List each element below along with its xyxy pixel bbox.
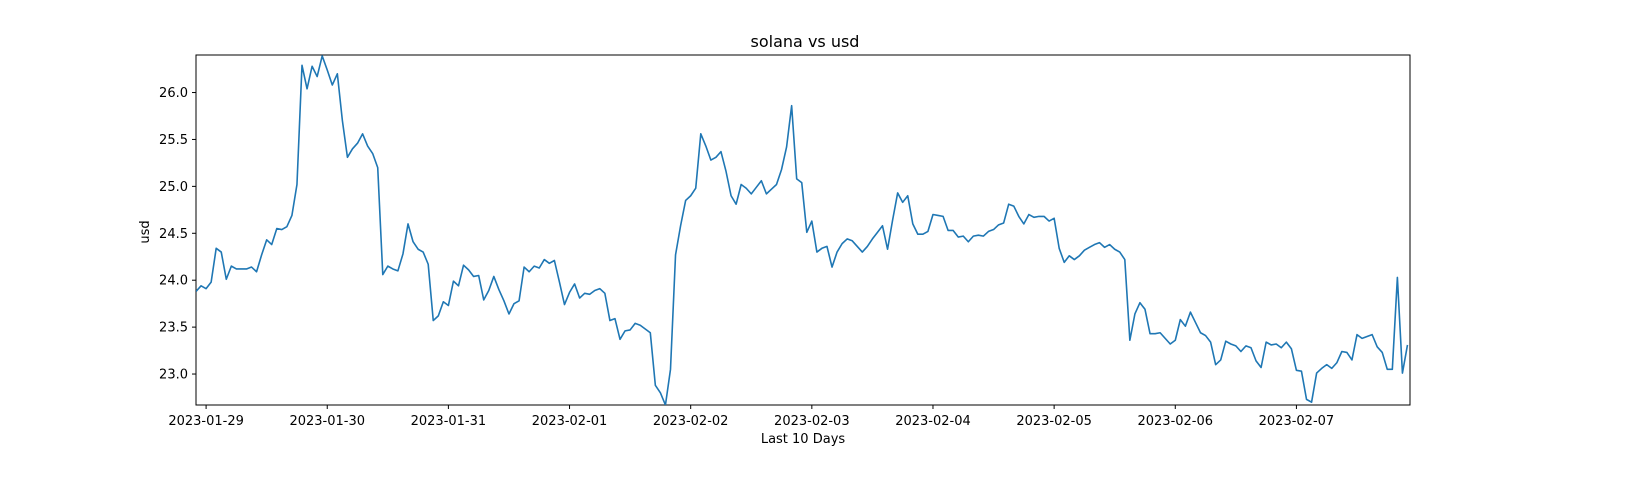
x-tick-label: 2023-02-06 (1137, 414, 1213, 429)
price-series-line (196, 55, 1409, 405)
x-tick-label: 2023-02-03 (774, 414, 850, 429)
y-tick-label: 24.0 (159, 274, 188, 289)
plot-frame (195, 54, 1411, 406)
y-tick-label: 25.5 (159, 133, 188, 148)
y-tick-label: 24.5 (159, 227, 188, 242)
x-tick-label: 2023-01-31 (411, 414, 487, 429)
x-tick-label: 2023-02-07 (1259, 414, 1335, 429)
x-tick-label: 2023-02-01 (532, 414, 608, 429)
y-tick-label: 23.0 (159, 368, 188, 383)
x-tick-label: 2023-02-02 (653, 414, 729, 429)
y-axis: 23.0 23.5 24.0 24.5 25.0 25.5 26.0 (159, 86, 196, 383)
y-tick-label: 25.0 (159, 180, 188, 195)
x-tick-label: 2023-01-30 (289, 414, 365, 429)
y-tick-label: 23.5 (159, 321, 188, 336)
y-axis-label: usd (138, 220, 153, 243)
chart-title: solana vs usd (751, 32, 860, 51)
series-layer (196, 55, 1409, 405)
x-tick-label: 2023-02-05 (1016, 414, 1092, 429)
x-tick-label: 2023-02-04 (895, 414, 971, 429)
x-tick-label: 2023-01-29 (168, 414, 244, 429)
y-tick-label: 26.0 (159, 86, 188, 101)
x-axis: 2023-01-29 2023-01-30 2023-01-31 2023-02-01… (168, 405, 1334, 429)
x-axis-label: Last 10 Days (761, 432, 846, 447)
